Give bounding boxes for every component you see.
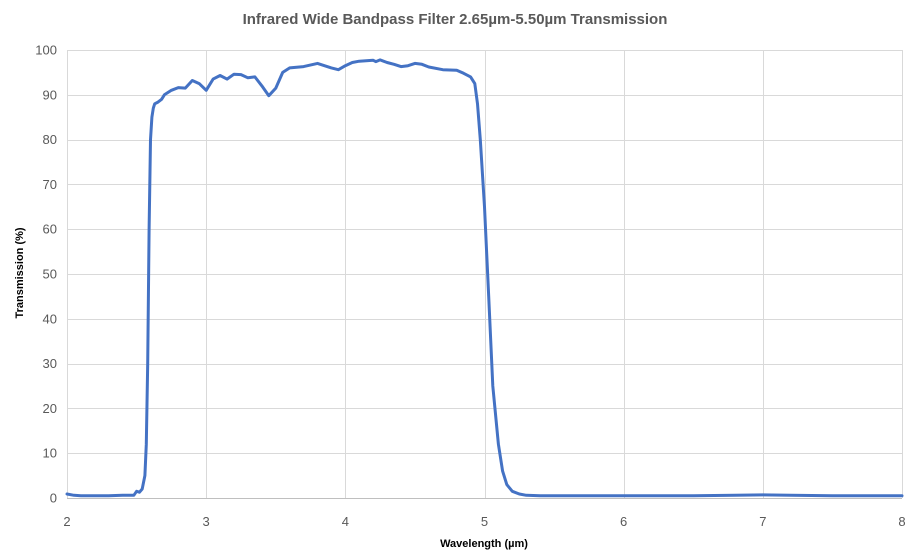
tick-labels: 0 10 20 30 40 50 60 70 80 90 100 2 3 4 5 6 7 8 [35,43,905,530]
y-tick-label: 50 [43,267,57,282]
x-tick-label: 6 [620,514,627,529]
x-tick-label: 7 [759,514,766,529]
x-tick-label: 8 [898,514,905,529]
y-axis-label: Transmission (%) [14,227,26,318]
y-tick-label: 40 [43,311,57,326]
x-axis-label: Wavelength (µm) [440,538,528,550]
gridlines [67,50,903,499]
y-tick-label: 100 [35,43,57,58]
series-layer [65,58,904,498]
x-tick-label: 5 [481,514,488,529]
y-tick-label: 10 [43,446,57,461]
transmission-series-line [65,58,904,498]
y-tick-label: 30 [43,356,57,371]
y-tick-label: 90 [43,87,57,102]
y-tick-label: 70 [43,177,57,192]
y-tick-label: 0 [50,491,57,506]
y-tick-label: 60 [43,222,57,237]
x-tick-label: 3 [203,514,210,529]
x-tick-label: 4 [342,514,349,529]
chart-title: Infrared Wide Bandpass Filter 2.65µm-5.5… [243,11,668,28]
y-tick-label: 80 [43,132,57,147]
y-tick-label: 20 [43,401,57,416]
x-tick-label: 2 [63,514,70,529]
